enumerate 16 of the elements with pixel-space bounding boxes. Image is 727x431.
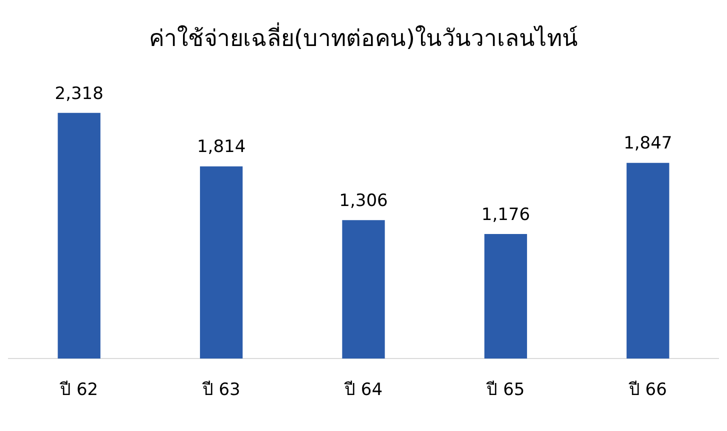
x-tick-label: ปี 65	[486, 380, 525, 400]
bar	[200, 166, 243, 359]
x-tick-label: ปี 63	[201, 380, 240, 400]
x-tick-label: ปี 62	[59, 380, 98, 400]
x-tick-label: ปี 64	[343, 380, 383, 400]
data-label: 1,814	[196, 137, 246, 158]
x-tick-label: ปี 66	[628, 380, 667, 400]
bar	[626, 162, 670, 359]
data-label: 2,318	[54, 84, 104, 104]
data-label: 1,306	[339, 191, 388, 212]
bar	[484, 234, 528, 359]
chart-title: ค่าใช้จ่ายเฉลี่ย(บาทต่อคน)ในวันวาเลนไทน์	[149, 22, 578, 52]
bar	[342, 220, 385, 359]
data-label: 1,176	[481, 204, 530, 225]
data-label: 1,847	[624, 134, 672, 154]
bar	[58, 112, 100, 359]
